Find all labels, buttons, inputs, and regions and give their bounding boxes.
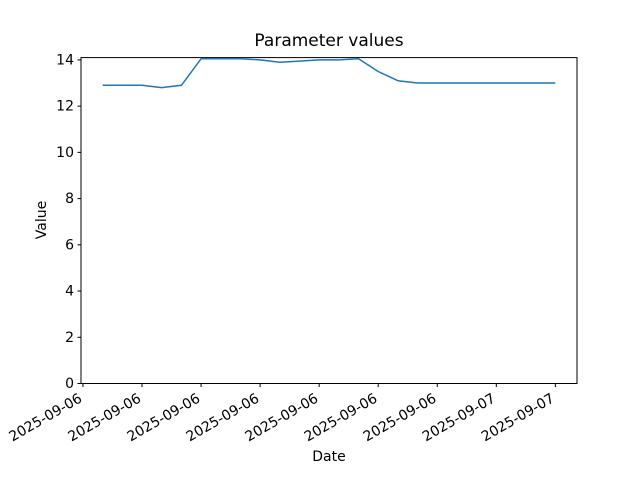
parameter-values-line — [102, 58, 556, 89]
x-axis: 2025-09-062025-09-062025-09-062025-09-06… — [6, 383, 557, 445]
y-tick-label: 10 — [56, 145, 74, 161]
y-tick-label: 6 — [65, 237, 74, 253]
plot-area — [80, 57, 578, 384]
y-axis-label: Value — [34, 201, 50, 239]
y-tick-label: 8 — [65, 191, 74, 207]
y-tick-label: 12 — [56, 99, 74, 115]
y-tick-label: 4 — [65, 284, 74, 300]
chart-title: Parameter values — [254, 31, 403, 51]
y-tick-label: 2 — [65, 330, 74, 346]
y-tick-label: 14 — [56, 52, 74, 68]
x-axis-label: Date — [312, 449, 345, 465]
y-tick-label: 0 — [65, 376, 74, 392]
y-axis: 0 2 4 6 8 10 12 14 — [56, 52, 81, 392]
plot-spines — [80, 57, 578, 384]
data-series — [102, 58, 556, 89]
